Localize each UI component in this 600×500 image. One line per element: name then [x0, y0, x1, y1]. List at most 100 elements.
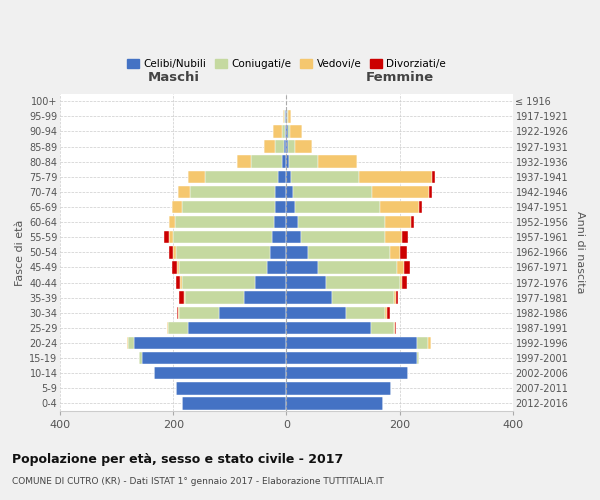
Bar [317, 156, 357, 168]
Bar [134, 337, 286, 349]
Bar [390, 246, 400, 258]
Bar [397, 261, 404, 274]
Bar [286, 397, 383, 409]
Bar [332, 292, 394, 304]
Bar [284, 140, 286, 153]
Bar [288, 140, 295, 153]
Bar [176, 382, 286, 394]
Bar [403, 276, 407, 288]
Bar [154, 367, 286, 380]
Bar [274, 216, 286, 228]
Bar [326, 276, 400, 288]
Text: Maschi: Maschi [148, 71, 199, 84]
Bar [269, 246, 286, 258]
Bar [176, 276, 180, 288]
Bar [286, 216, 298, 228]
Bar [177, 306, 178, 319]
Bar [287, 126, 290, 138]
Bar [274, 126, 282, 138]
Bar [275, 186, 286, 198]
Bar [317, 261, 397, 274]
Bar [185, 292, 244, 304]
Bar [286, 276, 326, 288]
Bar [139, 352, 142, 364]
Bar [380, 201, 419, 213]
Bar [173, 246, 176, 258]
Bar [411, 216, 414, 228]
Bar [282, 126, 285, 138]
Bar [394, 292, 395, 304]
Bar [286, 322, 371, 334]
Bar [286, 140, 288, 153]
Bar [178, 306, 179, 319]
Bar [175, 216, 274, 228]
Bar [284, 110, 286, 122]
Bar [264, 140, 275, 153]
Bar [179, 306, 218, 319]
Bar [295, 140, 312, 153]
Bar [178, 186, 190, 198]
Bar [180, 276, 182, 288]
Bar [286, 231, 301, 243]
Bar [205, 170, 278, 183]
Bar [184, 292, 185, 304]
Bar [283, 110, 284, 122]
Bar [346, 306, 385, 319]
Bar [385, 306, 387, 319]
Bar [288, 110, 291, 122]
Bar [286, 246, 308, 258]
Bar [177, 261, 179, 274]
Bar [172, 201, 182, 213]
Bar [286, 352, 416, 364]
Legend: Celibi/Nubili, Coniugati/e, Vedovi/e, Divorziati/e: Celibi/Nubili, Coniugati/e, Vedovi/e, Di… [123, 54, 450, 73]
Bar [373, 186, 429, 198]
Bar [179, 261, 267, 274]
Bar [282, 156, 286, 168]
Bar [237, 156, 251, 168]
Bar [267, 261, 286, 274]
Bar [359, 170, 433, 183]
Bar [395, 292, 398, 304]
Text: Popolazione per età, sesso e stato civile - 2017: Popolazione per età, sesso e stato civil… [12, 452, 343, 466]
Bar [428, 337, 431, 349]
Text: COMUNE DI CUTRO (KR) - Dati ISTAT 1° gennaio 2017 - Elaborazione TUTTITALIA.IT: COMUNE DI CUTRO (KR) - Dati ISTAT 1° gen… [12, 478, 384, 486]
Bar [169, 246, 173, 258]
Bar [403, 231, 408, 243]
Bar [251, 156, 282, 168]
Bar [286, 306, 346, 319]
Bar [182, 276, 256, 288]
Bar [416, 352, 419, 364]
Bar [168, 322, 188, 334]
Bar [404, 261, 410, 274]
Bar [400, 276, 403, 288]
Bar [167, 322, 168, 334]
Bar [286, 201, 295, 213]
Bar [286, 292, 332, 304]
Bar [218, 306, 286, 319]
Bar [395, 322, 396, 334]
Bar [169, 231, 173, 243]
Bar [275, 140, 284, 153]
Bar [429, 186, 432, 198]
Bar [256, 276, 286, 288]
Y-axis label: Anni di nascita: Anni di nascita [575, 211, 585, 294]
Bar [298, 216, 385, 228]
Bar [291, 170, 359, 183]
Bar [293, 186, 373, 198]
Bar [278, 170, 286, 183]
Bar [385, 216, 411, 228]
Bar [387, 306, 390, 319]
Bar [419, 201, 422, 213]
Bar [188, 170, 205, 183]
Bar [285, 126, 286, 138]
Bar [286, 337, 416, 349]
Bar [188, 322, 286, 334]
Bar [179, 292, 184, 304]
Bar [286, 382, 391, 394]
Bar [286, 261, 317, 274]
Bar [275, 201, 286, 213]
Bar [286, 170, 291, 183]
Bar [286, 156, 289, 168]
Bar [286, 186, 293, 198]
Bar [385, 231, 403, 243]
